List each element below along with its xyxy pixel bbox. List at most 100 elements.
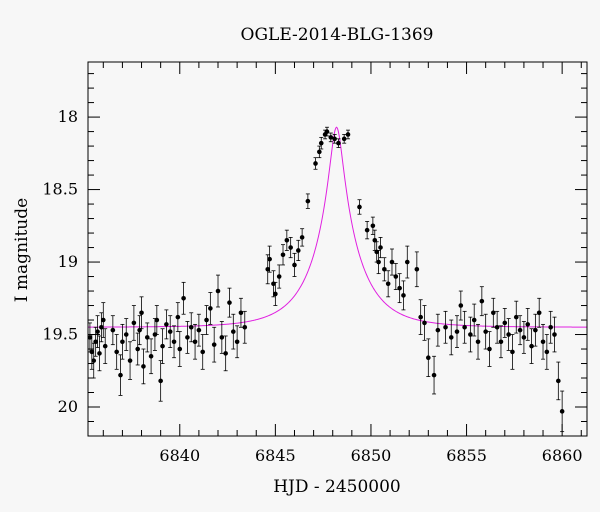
data-point (234, 325, 240, 359)
data-marker (510, 349, 515, 355)
data-point (458, 290, 464, 321)
data-marker (494, 324, 500, 330)
data-marker (171, 339, 177, 345)
data-marker (471, 317, 477, 323)
data-point (318, 136, 324, 150)
data-marker (284, 238, 290, 243)
data-marker (288, 245, 293, 250)
model-curve (88, 126, 587, 328)
data-marker (401, 293, 406, 298)
data-marker (313, 161, 318, 166)
data-marker (280, 252, 286, 258)
data-point (95, 315, 100, 348)
data-point (357, 199, 362, 215)
data-marker (265, 266, 271, 272)
data-point (160, 328, 165, 364)
data-marker (382, 266, 387, 272)
data-point (242, 310, 248, 344)
data-point (385, 270, 391, 298)
data-point (513, 300, 519, 334)
data-point (227, 287, 232, 318)
data-marker (364, 227, 370, 233)
data-point (211, 326, 217, 363)
data-point (273, 281, 278, 306)
data-marker (513, 314, 519, 320)
plot-frame (87, 61, 588, 437)
data-marker (164, 322, 169, 327)
data-point (414, 251, 420, 288)
data-marker (370, 223, 376, 229)
data-point (141, 348, 146, 385)
data-marker (376, 259, 381, 265)
data-marker (536, 310, 542, 316)
data-point (491, 297, 496, 328)
data-point (99, 312, 104, 343)
data-marker (422, 320, 427, 326)
data-marker (91, 358, 97, 363)
data-marker (93, 339, 98, 345)
data-point (533, 313, 538, 347)
data-point (177, 331, 183, 367)
data-marker (385, 281, 391, 287)
data-point (231, 313, 236, 350)
data-marker (540, 339, 546, 345)
data-point (148, 338, 154, 375)
data-marker (131, 320, 137, 326)
data-point (313, 157, 318, 170)
data-point (552, 316, 557, 353)
data-marker (317, 149, 322, 155)
data-point (284, 229, 290, 251)
data-point (345, 129, 351, 140)
x-tick-label: 6860 (542, 446, 583, 465)
data-point (192, 323, 198, 360)
data-marker (491, 310, 496, 316)
data-marker (502, 320, 508, 326)
data-marker (120, 339, 125, 345)
data-marker (154, 317, 160, 323)
data-point (393, 263, 399, 290)
data-marker (215, 288, 221, 294)
data-marker (378, 245, 383, 250)
data-marker (177, 346, 183, 352)
data-point (454, 315, 460, 348)
data-marker (102, 343, 108, 349)
data-marker (506, 332, 511, 337)
data-point (102, 328, 108, 364)
data-point (544, 334, 550, 370)
data-point (114, 334, 119, 370)
data-marker (227, 300, 232, 305)
data-point (185, 321, 190, 354)
data-marker (110, 327, 116, 333)
data-point (196, 313, 202, 347)
data-marker (144, 335, 150, 340)
data-marker (267, 256, 272, 262)
data-point (556, 361, 561, 401)
data-point (276, 264, 282, 289)
data-point (208, 292, 213, 325)
data-marker (238, 310, 244, 316)
data-marker (533, 327, 538, 333)
data-marker (483, 329, 488, 334)
data-marker (389, 259, 395, 265)
data-point (267, 245, 272, 273)
data-marker (219, 335, 225, 340)
data-point (131, 305, 137, 341)
data-point (376, 250, 381, 275)
data-point (144, 322, 150, 353)
data-point (521, 321, 527, 354)
data-marker (292, 262, 297, 268)
data-marker (448, 335, 454, 340)
data-marker (99, 324, 104, 330)
data-point (299, 228, 305, 247)
data-marker (188, 324, 194, 330)
data-point (341, 134, 347, 144)
data-marker (435, 327, 441, 333)
data-point (525, 308, 531, 341)
data-point (382, 257, 387, 282)
data-marker (167, 329, 173, 334)
data-marker (454, 329, 460, 334)
data-point (292, 252, 297, 277)
data-point (494, 310, 500, 344)
data-point (498, 325, 504, 359)
data-point (135, 332, 141, 366)
